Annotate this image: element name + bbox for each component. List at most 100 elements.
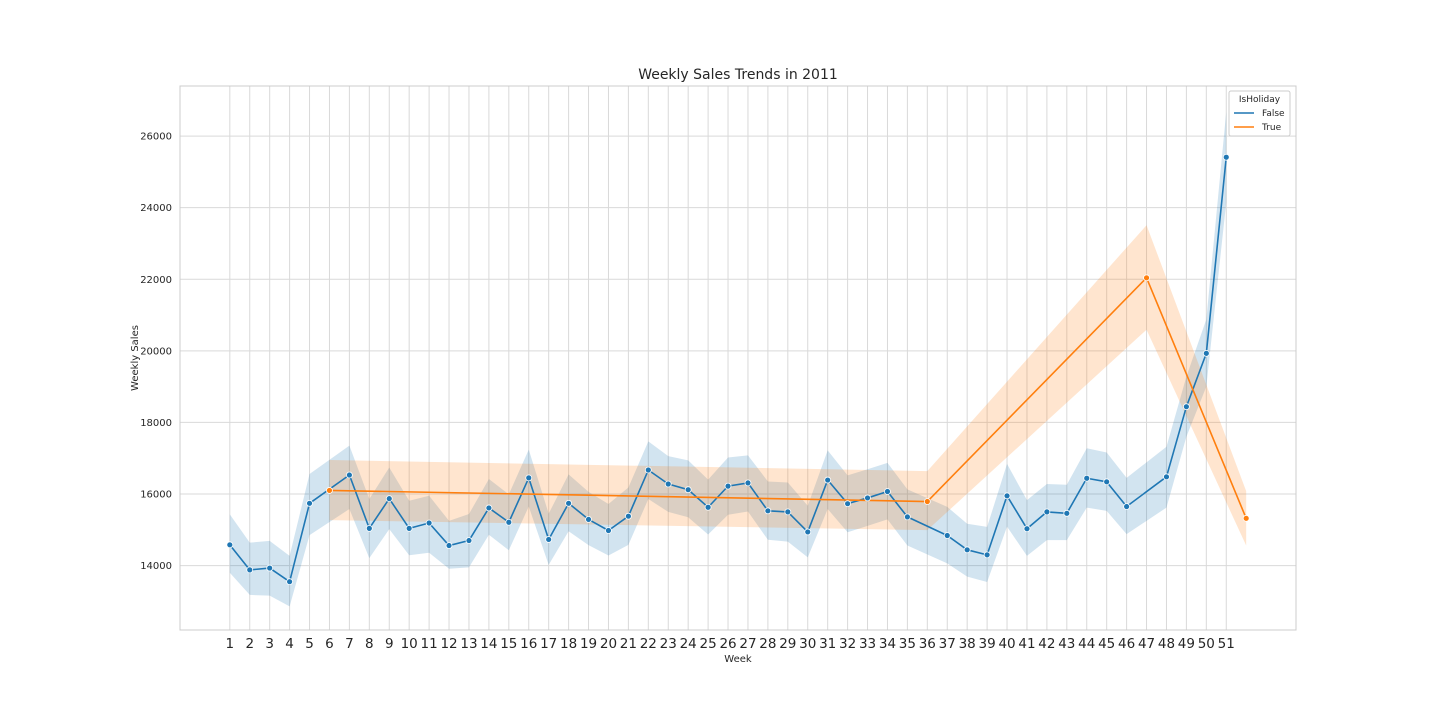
data-point-false xyxy=(1202,349,1210,357)
data-point-false xyxy=(385,495,393,503)
x-tick-label: 9 xyxy=(385,636,394,652)
x-tick-label: 41 xyxy=(1018,636,1035,652)
data-point-false xyxy=(1003,492,1011,500)
confidence-bands xyxy=(229,111,1247,607)
data-point-false xyxy=(784,508,792,516)
data-point-false xyxy=(724,482,732,490)
data-point-false xyxy=(903,513,911,521)
x-tick-label: 16 xyxy=(520,636,537,652)
series-line-true xyxy=(329,277,1247,519)
data-point-false xyxy=(1163,473,1170,481)
x-tick-label: 32 xyxy=(839,636,856,652)
x-tick-label: 18 xyxy=(560,636,577,652)
x-tick-label: 10 xyxy=(401,636,418,652)
x-tick-label: 45 xyxy=(1098,636,1115,652)
data-point-false xyxy=(425,519,433,527)
y-tick-label: 20000 xyxy=(140,346,172,357)
x-tick-label: 43 xyxy=(1058,636,1075,652)
data-point-false xyxy=(824,476,832,484)
data-point-false xyxy=(1023,525,1031,533)
data-point-false xyxy=(1103,478,1111,486)
data-point-false xyxy=(1123,503,1131,510)
data-point-false xyxy=(1182,403,1190,411)
x-tick-label: 8 xyxy=(365,636,374,652)
x-tick-label: 3 xyxy=(265,636,274,652)
x-tick-label: 33 xyxy=(859,636,876,652)
data-point-false xyxy=(943,532,951,539)
plot-frame xyxy=(179,85,1297,631)
y-tick-label: 16000 xyxy=(140,490,172,501)
data-point-false xyxy=(624,512,632,520)
data-point-false xyxy=(1043,508,1051,516)
x-tick-label: 28 xyxy=(759,636,776,652)
x-tick-label: 48 xyxy=(1158,636,1175,652)
y-tick-label: 24000 xyxy=(140,203,172,214)
data-point-false xyxy=(644,466,652,474)
legend: IsHoliday False True xyxy=(1228,90,1291,137)
x-tick-label: 19 xyxy=(580,636,597,652)
x-tick-label: 42 xyxy=(1038,636,1055,652)
x-tick-label: 20 xyxy=(600,636,617,652)
x-tick-label: 31 xyxy=(819,636,836,652)
x-tick-label: 50 xyxy=(1198,636,1215,652)
data-point-false xyxy=(804,528,812,536)
data-point-false xyxy=(864,494,871,502)
data-point-false xyxy=(1083,474,1091,482)
x-tick-label: 14 xyxy=(480,636,497,652)
data-point-false xyxy=(266,564,274,572)
y-tick-label: 14000 xyxy=(140,561,172,572)
x-tick-label: 27 xyxy=(739,636,756,652)
data-point-false xyxy=(345,471,353,479)
data-point-false xyxy=(664,480,672,488)
x-tick-label: 30 xyxy=(799,636,816,652)
x-tick-label: 21 xyxy=(620,636,637,652)
x-axis-label: Week xyxy=(724,654,752,665)
data-point-false xyxy=(246,566,254,574)
data-point-false xyxy=(844,500,852,508)
data-point-false xyxy=(744,479,752,487)
plot-area xyxy=(180,86,1296,630)
data-point-false xyxy=(585,516,592,523)
x-tick-label: 38 xyxy=(959,636,976,652)
data-point-false xyxy=(605,527,612,534)
data-point-false xyxy=(505,518,513,526)
data-point-false xyxy=(226,541,234,549)
data-point-false xyxy=(764,507,772,515)
data-point-false xyxy=(565,499,573,507)
data-point-false xyxy=(525,474,533,482)
y-tick-label: 22000 xyxy=(140,275,172,286)
x-tick-label: 6 xyxy=(325,636,334,652)
x-tick-label: 26 xyxy=(719,636,736,652)
x-tick-label: 44 xyxy=(1078,636,1095,652)
y-tick-label: 26000 xyxy=(140,132,172,143)
grid xyxy=(180,86,1296,630)
x-tick-label: 36 xyxy=(919,636,936,652)
data-point-false xyxy=(684,486,692,494)
confidence-band-true xyxy=(329,225,1247,546)
x-tick-label: 7 xyxy=(345,636,354,652)
x-tick-label: 13 xyxy=(460,636,477,652)
data-point-false xyxy=(884,488,891,495)
legend-title: IsHoliday xyxy=(1239,95,1281,105)
data-point-false xyxy=(405,524,413,532)
data-point-true xyxy=(1242,514,1250,522)
data-point-false xyxy=(365,524,373,532)
data-point-false xyxy=(286,578,294,586)
x-tick-label: 24 xyxy=(680,636,697,652)
x-tick-label: 34 xyxy=(879,636,896,652)
legend-label-true: True xyxy=(1261,123,1282,133)
x-tick-label: 4 xyxy=(285,636,294,652)
confidence-band-false xyxy=(229,111,1227,607)
x-tick-label: 1 xyxy=(226,636,235,652)
legend-label-false: False xyxy=(1262,109,1285,119)
data-point-false xyxy=(306,499,313,507)
x-tick-label: 40 xyxy=(998,636,1015,652)
data-point-false xyxy=(1063,509,1071,517)
x-tick-label: 35 xyxy=(899,636,916,652)
data-point-true xyxy=(923,498,931,505)
data-point-false xyxy=(445,542,453,549)
y-axis-ticks: 14000 16000 18000 20000 22000 24000 26000 xyxy=(140,132,172,572)
x-tick-label: 51 xyxy=(1218,636,1235,652)
data-point-true xyxy=(326,487,333,494)
